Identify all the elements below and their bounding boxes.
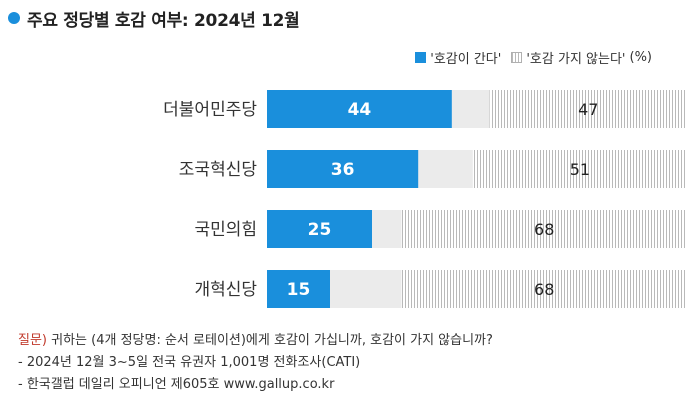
category-label: 조국혁신당	[179, 160, 258, 180]
legend-swatch-hatch-icon	[511, 52, 523, 63]
data-label-negative: 68	[534, 220, 554, 239]
legend-item-negative: '호감 가지 않는다'	[511, 48, 626, 67]
data-label-positive: 36	[331, 160, 355, 180]
category-label: 국민의힘	[194, 220, 257, 240]
legend-unit: (%)	[629, 50, 653, 65]
bar-positive	[267, 150, 419, 188]
data-label-negative: 47	[578, 100, 598, 119]
chart-footer: 질문) 귀하는 (4개 정당명: 순서 로테이션)에게 호감이 가십니까, 호감…	[18, 330, 493, 396]
data-label-negative: 51	[570, 160, 590, 179]
category-label: 개혁신당	[194, 280, 257, 300]
bar-negative	[472, 150, 687, 188]
bar-negative	[489, 90, 687, 128]
legend-label-negative: '호감 가지 않는다'	[526, 52, 626, 67]
legend-label-positive: '호감이 간다'	[430, 52, 502, 67]
survey-source: - 한국갤럽 데일리 오피니언 제605호 www.gallup.co.kr	[18, 377, 335, 392]
bar-positive	[267, 90, 452, 128]
bar-negative	[401, 270, 687, 308]
survey-question: 질문) 귀하는 (4개 정당명: 순서 로테이션)에게 호감이 가십니까, 호감…	[18, 330, 493, 352]
category-label: 더불어민주당	[163, 100, 257, 120]
bar-positive	[267, 210, 372, 248]
data-label-positive: 44	[348, 100, 372, 120]
bar-negative	[401, 210, 687, 248]
question-label: 질문)	[18, 333, 47, 348]
question-text: 귀하는 (4개 정당명: 순서 로테이션)에게 호감이 가십니까, 호감이 가지…	[47, 333, 493, 348]
data-label-positive: 15	[287, 280, 311, 300]
survey-info: - 2024년 12월 3~5일 전국 유권자 1,001명 전화조사(CATI…	[18, 355, 361, 370]
legend-item-positive: '호감이 간다'	[415, 48, 501, 67]
data-label-positive: 25	[308, 220, 332, 240]
title-bullet-icon	[8, 12, 20, 24]
chart-title: 주요 정당별 호감 여부: 2024년 12월	[27, 10, 300, 31]
data-label-negative: 68	[534, 280, 554, 299]
bar-chart: 더불어민주당 44 47 조국혁신당 36 51 국민의힘 25 68 개혁신당 15 68	[163, 90, 687, 308]
legend-swatch-blue-icon	[415, 52, 427, 63]
title-row: 주요 정당별 호감 여부: 2024년 12월	[8, 6, 300, 31]
chart-legend: '호감이 간다' '호감 가지 않는다' (%)	[405, 48, 652, 67]
bar-positive	[267, 270, 330, 308]
